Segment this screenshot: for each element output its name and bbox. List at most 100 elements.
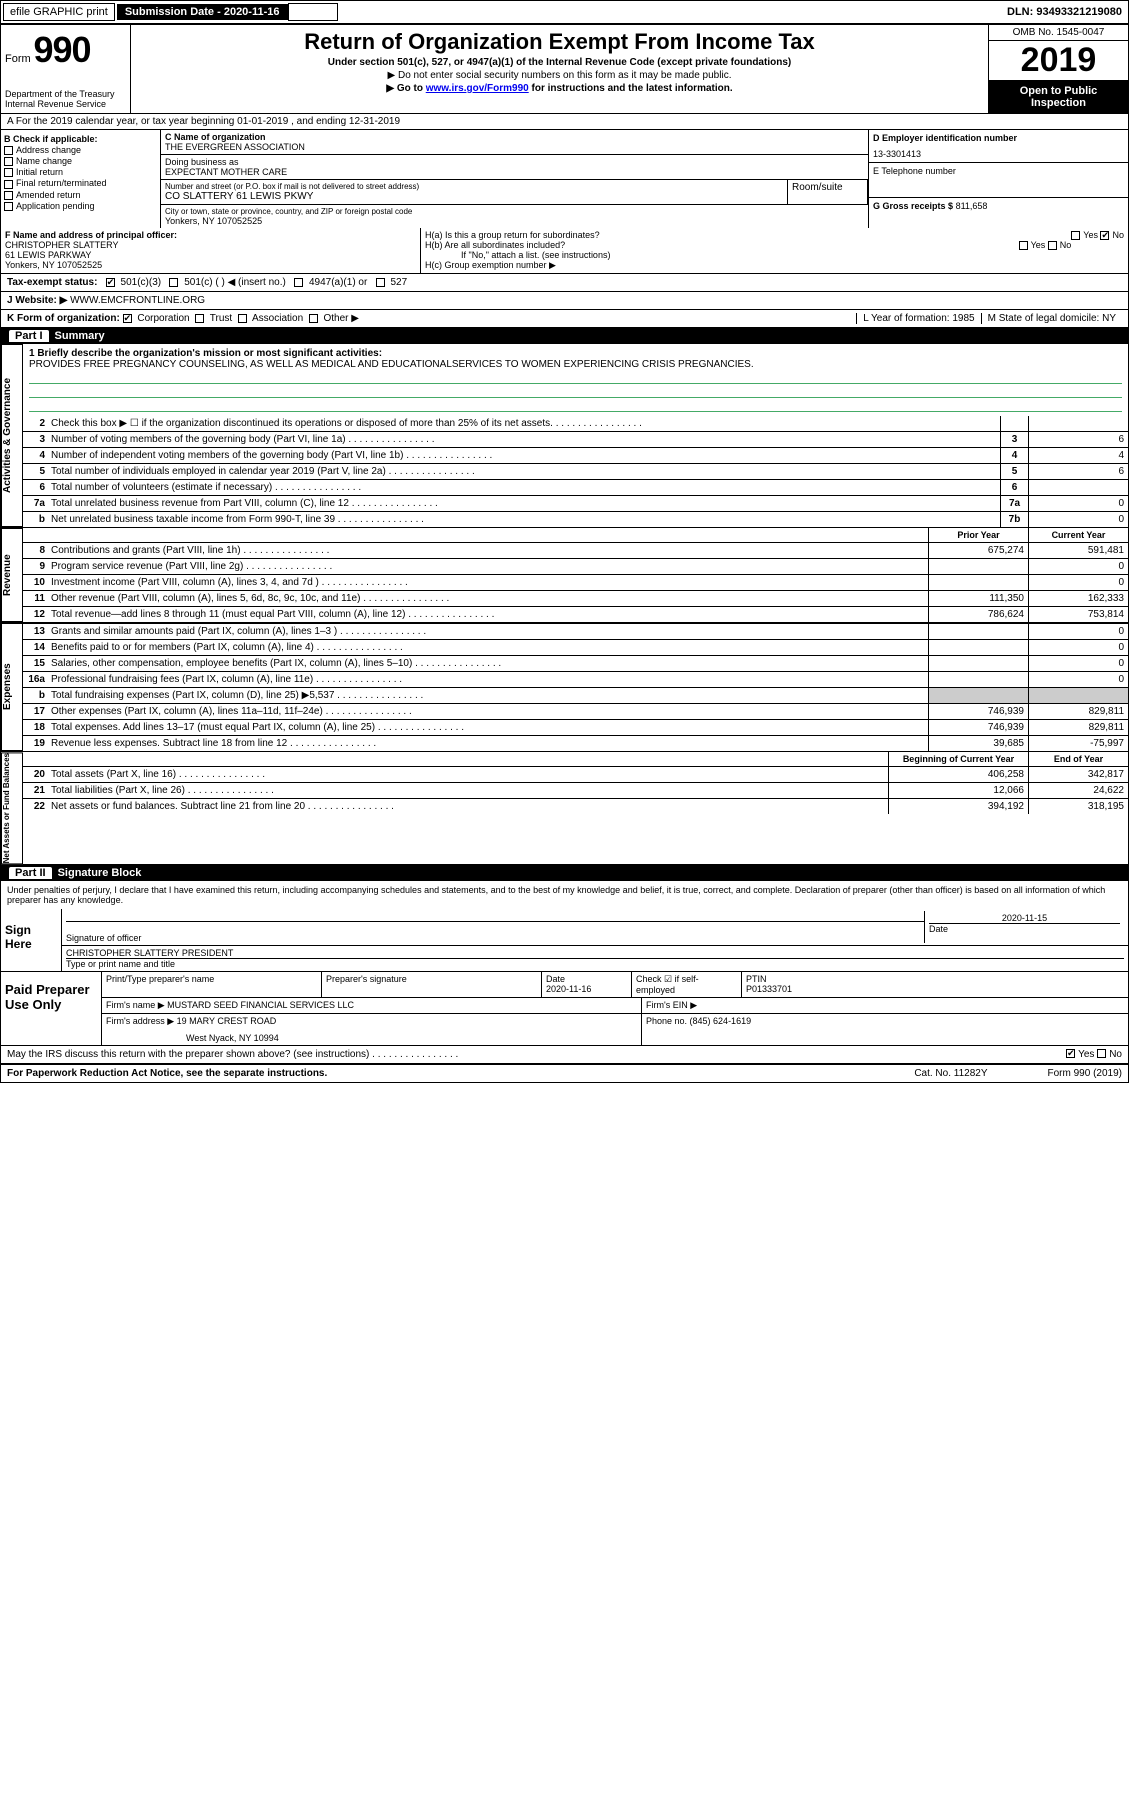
penalty-text: Under penalties of perjury, I declare th… [1,881,1128,909]
form-org-label: K Form of organization: [7,313,120,324]
chk-other[interactable] [309,314,318,323]
firm-name-lbl: Firm's name ▶ [106,1000,165,1010]
current-year-hdr: Current Year [1028,528,1128,542]
part-2-title: Signature Block [58,867,142,879]
ptin-val: P01333701 [746,984,792,994]
chk-address-change[interactable]: Address change [4,145,157,155]
page-footer: For Paperwork Reduction Act Notice, see … [1,1064,1128,1082]
phone-label: E Telephone number [873,166,1124,176]
sig-officer-label: Signature of officer [66,933,924,943]
row-k-l-m: K Form of organization: Corporation Trus… [1,310,1128,328]
data-row: 17Other expenses (Part IX, column (A), l… [23,703,1128,719]
chk-501c[interactable] [169,278,178,287]
sig-officer-row: Signature of officer 2020-11-15 Date [62,909,1128,946]
firm-addr2: West Nyack, NY 10994 [106,1033,637,1043]
end-year-hdr: End of Year [1028,752,1128,766]
na-header: Beginning of Current Year End of Year [23,752,1128,766]
officer-label: F Name and address of principal officer: [5,230,416,240]
gov-row: 5Total number of individuals employed in… [23,463,1128,479]
sub3-post: for instructions and the latest informat… [532,83,733,94]
chk-assoc[interactable] [238,314,247,323]
hb-yes-chk[interactable] [1019,241,1028,250]
discuss-row: May the IRS discuss this return with the… [1,1045,1128,1064]
ha-row: H(a) Is this a group return for subordin… [425,230,1124,240]
irs-link[interactable]: www.irs.gov/Form990 [426,83,529,94]
part-2-header: Part II Signature Block [1,865,1128,881]
form-header: Form 990 Department of the Treasury Inte… [1,25,1128,114]
dln-label: DLN: 93493321219080 [1001,4,1128,20]
hc-row: H(c) Group exemption number ▶ [425,260,1124,271]
prep-date-val: 2020-11-16 [546,984,591,994]
state-domicile: M State of legal domicile: NY [981,313,1122,324]
chk-527[interactable] [376,278,385,287]
paperwork-notice: For Paperwork Reduction Act Notice, see … [7,1068,914,1079]
city-value: Yonkers, NY 107052525 [165,216,864,226]
gov-row: 7aTotal unrelated business revenue from … [23,495,1128,511]
col-b-checkboxes: B Check if applicable: Address change Na… [1,130,161,228]
gov-vert-label: Activities & Governance [1,344,23,527]
col-b-header: B Check if applicable: [4,134,157,144]
subtitle-3: ▶ Go to www.irs.gov/Form990 for instruct… [135,83,984,94]
data-row: 18Total expenses. Add lines 13–17 (must … [23,719,1128,735]
mission-line-2 [29,384,1122,398]
chk-corp[interactable] [123,314,132,323]
gov-row: 6Total number of volunteers (estimate if… [23,479,1128,495]
ha-yes-chk[interactable] [1071,231,1080,240]
chk-initial-return[interactable]: Initial return [4,167,157,177]
phone-value [873,176,1124,194]
subtitle-2: ▶ Do not enter social security numbers o… [135,70,984,81]
group-return-block: H(a) Is this a group return for subordin… [421,228,1128,273]
row-a-tax-year: A For the 2019 calendar year, or tax yea… [1,114,1128,130]
data-row: 16aProfessional fundraising fees (Part I… [23,671,1128,687]
gov-row: 3Number of voting members of the governi… [23,431,1128,447]
department-label: Department of the Treasury Internal Reve… [5,89,126,109]
header-left: Form 990 Department of the Treasury Inte… [1,25,131,113]
data-row: 12Total revenue—add lines 8 through 11 (… [23,606,1128,622]
part-1-label: Part I [9,330,49,342]
chk-amended[interactable]: Amended return [4,190,157,200]
chk-trust[interactable] [195,314,204,323]
sig-name-row: CHRISTOPHER SLATTERY PRESIDENT Type or p… [62,946,1128,971]
chk-501c3[interactable] [106,278,115,287]
gross-label: G Gross receipts $ [873,201,953,211]
row-f-h: F Name and address of principal officer:… [1,228,1128,274]
chk-name-change[interactable]: Name change [4,156,157,166]
form-990-page: efile GRAPHIC print Submission Date - 20… [0,0,1129,1083]
prep-self-emp: Check ☑ if self-employed [632,972,742,997]
gov-row: 4Number of independent voting members of… [23,447,1128,463]
firm-phone: Phone no. (845) 624-1619 [642,1014,1128,1045]
header-right: OMB No. 1545-0047 2019 Open to Public In… [988,25,1128,113]
discuss-yes-chk[interactable] [1066,1049,1075,1058]
hb-sub: If "No," attach a list. (see instruction… [425,250,1124,260]
tax-year: 2019 [989,41,1128,81]
gross-receipts: G Gross receipts $ 811,658 [869,198,1128,214]
efile-print-button[interactable]: efile GRAPHIC print [3,3,115,21]
data-row: 19Revenue less expenses. Subtract line 1… [23,735,1128,751]
part-1-title: Summary [55,330,105,342]
data-row: 21Total liabilities (Part X, line 26)12,… [23,782,1128,798]
expenses-section: Expenses 13Grants and similar amounts pa… [1,623,1128,752]
data-row: 13Grants and similar amounts paid (Part … [23,623,1128,639]
data-row: 11Other revenue (Part VIII, column (A), … [23,590,1128,606]
form-number: 990 [33,29,90,70]
header-mid: Return of Organization Exempt From Incom… [131,25,988,113]
ein-block: D Employer identification number 13-3301… [869,130,1128,163]
sig-name-label: Type or print name and title [66,959,1124,969]
discuss-no-chk[interactable] [1097,1049,1106,1058]
org-name: THE EVERGREEN ASSOCIATION [165,142,864,152]
data-row: bTotal fundraising expenses (Part IX, co… [23,687,1128,703]
org-name-label: C Name of organization [165,132,860,142]
chk-pending[interactable]: Application pending [4,201,157,211]
mission-block: 1 Briefly describe the organization's mi… [23,344,1128,416]
discuss-text: May the IRS discuss this return with the… [7,1049,1066,1060]
chk-final-return[interactable]: Final return/terminated [4,178,157,188]
sig-date-label: Date [929,923,1120,934]
open-public: Open to Public Inspection [989,81,1128,113]
dba-name: EXPECTANT MOTHER CARE [165,167,864,177]
subtitle-1: Under section 501(c), 527, or 4947(a)(1)… [135,57,984,68]
ha-no-chk[interactable] [1100,231,1109,240]
room-suite-label: Room/suite [788,180,868,204]
mission-line-1 [29,370,1122,384]
chk-4947[interactable] [294,278,303,287]
hb-no-chk[interactable] [1048,241,1057,250]
